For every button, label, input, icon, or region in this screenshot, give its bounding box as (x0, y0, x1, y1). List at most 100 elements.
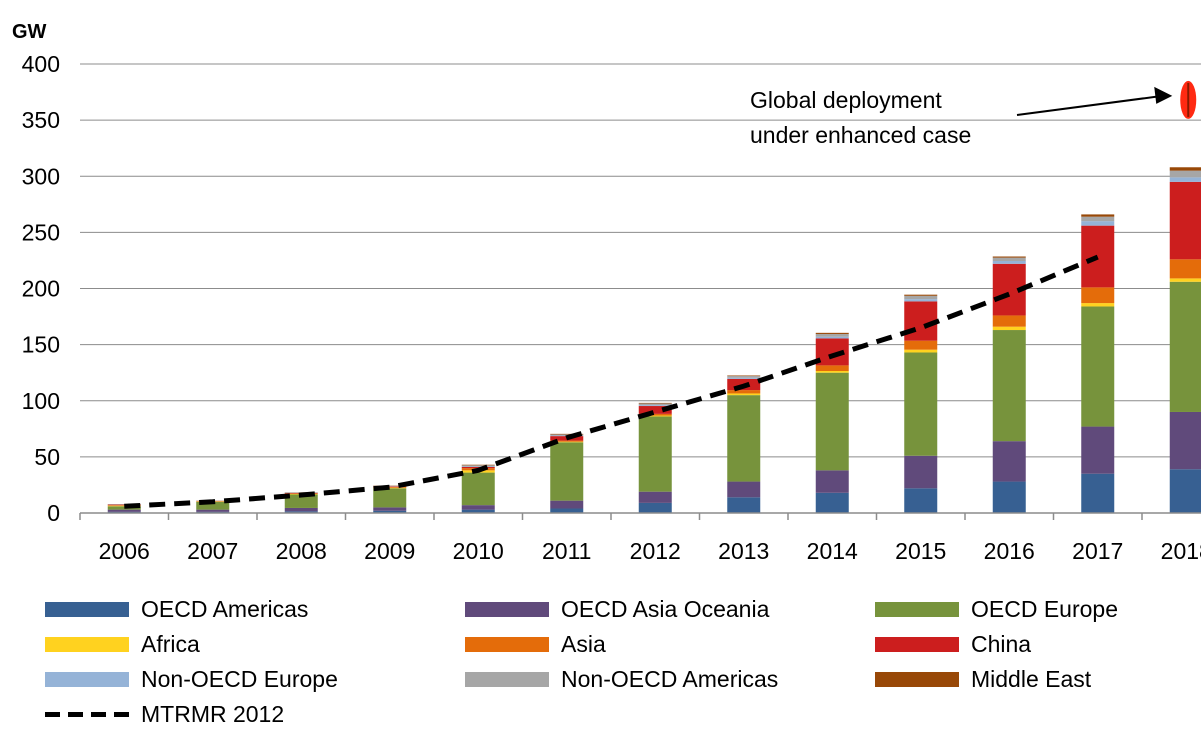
legend-item-oecd-americas: OECD Americas (45, 592, 308, 627)
bar-segment-asia (373, 486, 407, 488)
gridlines (80, 63, 1201, 458)
y-tick-label: 50 (34, 444, 60, 470)
x-tick-label: 2012 (630, 538, 681, 564)
bar-segment-non-oecd-americas (461, 465, 495, 467)
bar-segment-oecd-americas (638, 502, 672, 513)
x-tick-label: 2014 (807, 538, 858, 564)
legend-label: MTRMR 2012 (141, 701, 285, 727)
legend-label: Asia (561, 631, 606, 657)
legend-item-non-oecd-americas: Non-OECD Americas (465, 662, 778, 697)
bar-segment-non-oecd-europe (992, 260, 1026, 264)
legend-item-middle-east: Middle East (875, 662, 1091, 697)
legend-swatch (465, 637, 549, 652)
y-tick-label: 400 (22, 51, 60, 77)
bar-segment-oecd-europe (638, 416, 672, 492)
bar-segment-non-oecd-americas (550, 434, 584, 436)
bar-segment-oecd-europe (550, 442, 584, 501)
bar-segment-china (1081, 225, 1115, 288)
legend-item-asia: Asia (465, 627, 606, 662)
bar-segment-non-oecd-americas (638, 403, 672, 406)
bar-segment-non-oecd-europe (1169, 177, 1201, 182)
bar-segment-non-oecd-americas (1169, 170, 1201, 178)
bar-segment-oecd-americas (904, 488, 938, 513)
x-tick-label: 2018 (1161, 538, 1201, 564)
bar-segment-oecd-asia-oceania (196, 509, 230, 512)
bar-segment-asia (992, 315, 1026, 327)
bar-segment-africa (904, 349, 938, 353)
legend-label: OECD Europe (971, 596, 1119, 622)
legend-item-oecd-asia-oceania: OECD Asia Oceania (465, 592, 769, 627)
x-tick-label: 2017 (1072, 538, 1123, 564)
bar-segment-asia (550, 440, 584, 442)
y-tick-label: 200 (22, 276, 60, 302)
bar-segment-oecd-europe (904, 352, 938, 456)
legend-dash-swatch (45, 712, 129, 717)
legend-swatch (875, 672, 959, 687)
bar-segment-oecd-europe (284, 494, 318, 508)
annotation-arrow-line (1016, 94, 1163, 116)
x-tick-label: 2011 (542, 538, 591, 564)
x-tick-label: 2015 (895, 538, 946, 564)
legend-swatch (45, 637, 129, 652)
bar-segment-non-oecd-europe (461, 466, 495, 467)
y-tick-label: 100 (22, 388, 60, 414)
bar-segment-oecd-asia-oceania (1081, 426, 1115, 474)
bar-segment-middle-east (904, 294, 938, 296)
bar-segment-oecd-asia-oceania (727, 481, 761, 498)
legend-label: OECD Asia Oceania (561, 596, 770, 622)
legend-label: OECD Americas (141, 596, 309, 622)
bar-segment-africa (1081, 303, 1115, 307)
bar-segment-middle-east (815, 332, 849, 334)
bar-segment-oecd-americas (373, 510, 407, 513)
annotation-line-1: Global deployment (750, 87, 942, 113)
y-tick-label: 300 (22, 163, 60, 189)
bar-segment-china (461, 466, 495, 469)
legend-swatch (875, 602, 959, 617)
bar-segment-oecd-asia-oceania (1169, 411, 1201, 470)
x-tick-label: 2009 (364, 538, 415, 564)
bar-segment-africa (550, 441, 584, 443)
bar-segment-oecd-americas (461, 509, 495, 513)
annotation-arrow-head (1154, 86, 1173, 104)
x-tick-label: 2008 (276, 538, 327, 564)
bar-segment-middle-east (992, 256, 1026, 258)
bar-segment-oecd-asia-oceania (461, 505, 495, 510)
x-tick-label: 2006 (99, 538, 150, 564)
bar-segment-asia (727, 390, 761, 394)
bar-segment-middle-east (727, 375, 761, 377)
legend-item-oecd-europe: OECD Europe (875, 592, 1118, 627)
mtrmr-2012-line (124, 254, 1099, 509)
bar-segment-oecd-americas (727, 497, 761, 513)
bar-segment-oecd-americas (1081, 473, 1115, 513)
bar-segment-asia (904, 340, 938, 350)
bar-segment-oecd-europe (107, 506, 141, 510)
bar-segment-africa (815, 371, 849, 373)
bar-segment-oecd-europe (1081, 306, 1115, 427)
bar-segment-oecd-asia-oceania (992, 441, 1026, 482)
x-tick-label: 2010 (453, 538, 504, 564)
annotation-line-2: under enhanced case (750, 122, 971, 148)
y-tick-label: 0 (47, 500, 60, 526)
bar-segment-oecd-europe (373, 488, 407, 508)
bar-segment-non-oecd-europe (638, 405, 672, 407)
bar-segment-non-oecd-europe (904, 299, 938, 302)
y-tick-label: 350 (22, 107, 60, 133)
y-axis-label: GW (12, 21, 47, 43)
legend-row-4: MTRMR 2012 (45, 697, 1195, 732)
legend-item-mtrmr-2012: MTRMR 2012 (45, 697, 284, 732)
legend-label: Non-OECD Europe (141, 666, 338, 692)
bar-segment-africa (373, 487, 407, 489)
bar-segment-middle-east (550, 433, 584, 435)
bar-segment-asia (1081, 287, 1115, 304)
y-tick-label: 150 (22, 332, 60, 358)
bar-segment-middle-east (1081, 214, 1115, 217)
legend-label: Non-OECD Americas (561, 666, 779, 692)
legend-item-africa: Africa (45, 627, 200, 662)
bar-segment-non-oecd-americas (727, 376, 761, 378)
legend-label: Africa (141, 631, 200, 657)
bar-segment-oecd-asia-oceania (904, 455, 938, 489)
bar-segment-non-oecd-americas (815, 333, 849, 337)
bar-segment-oecd-americas (815, 492, 849, 513)
bar-segment-middle-east (638, 402, 672, 404)
bar-segment-china (638, 406, 672, 414)
